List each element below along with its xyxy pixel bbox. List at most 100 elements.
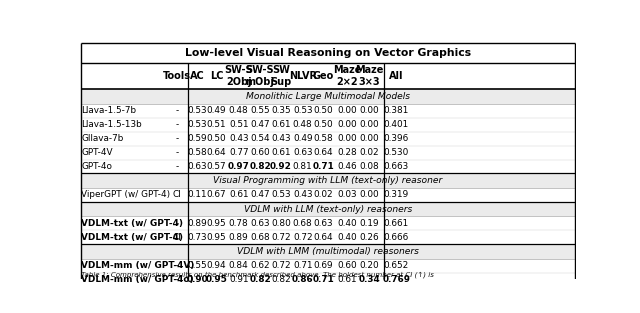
- Text: 0.82: 0.82: [249, 275, 271, 284]
- Text: 0.34: 0.34: [359, 275, 381, 284]
- Text: -: -: [175, 106, 179, 115]
- Text: 0.63: 0.63: [188, 162, 207, 171]
- Text: Maze
3×3: Maze 3×3: [355, 65, 384, 87]
- Text: VDLM-mm (w/ GPT-4o): VDLM-mm (w/ GPT-4o): [81, 275, 194, 284]
- Text: 0.48: 0.48: [293, 120, 312, 129]
- Text: GPT-4o: GPT-4o: [81, 162, 113, 171]
- Text: 0.82: 0.82: [271, 275, 291, 284]
- Text: 0.661: 0.661: [384, 219, 409, 228]
- Text: -: -: [175, 134, 179, 143]
- Text: 0.40: 0.40: [337, 233, 356, 242]
- Text: 0.50: 0.50: [314, 106, 333, 115]
- Text: 0.62: 0.62: [250, 261, 270, 270]
- Text: 0.89: 0.89: [188, 219, 207, 228]
- Text: 0.60: 0.60: [337, 261, 356, 270]
- Text: 0.48: 0.48: [229, 106, 248, 115]
- Text: 0.81: 0.81: [293, 162, 312, 171]
- Text: 0.92: 0.92: [270, 162, 292, 171]
- Text: GPT-4V: GPT-4V: [81, 148, 113, 157]
- Text: VDLM with LLM (text-only) reasoners: VDLM with LLM (text-only) reasoners: [244, 205, 412, 214]
- Text: 0.00: 0.00: [337, 106, 356, 115]
- Text: 0.73: 0.73: [188, 233, 207, 242]
- Text: 0.00: 0.00: [360, 106, 380, 115]
- Text: 0.03: 0.03: [337, 190, 356, 199]
- Text: 0.40: 0.40: [337, 219, 356, 228]
- Text: 0.69: 0.69: [314, 261, 333, 270]
- Text: 0.43: 0.43: [271, 134, 291, 143]
- Text: VDLM-txt (w/ GPT-4): VDLM-txt (w/ GPT-4): [81, 233, 184, 242]
- Text: 0.53: 0.53: [293, 106, 312, 115]
- Text: 0.396: 0.396: [384, 134, 409, 143]
- Text: 0.82: 0.82: [249, 162, 271, 171]
- Text: -: -: [175, 275, 179, 284]
- Text: 0.86: 0.86: [292, 275, 314, 284]
- Text: VDLM-txt (w/ GPT-4): VDLM-txt (w/ GPT-4): [81, 219, 184, 228]
- Text: Maze
2×2: Maze 2×2: [333, 65, 361, 87]
- Text: 0.663: 0.663: [384, 162, 409, 171]
- Text: 0.71: 0.71: [313, 275, 335, 284]
- Text: 0.84: 0.84: [229, 261, 248, 270]
- Text: 0.19: 0.19: [360, 219, 380, 228]
- Text: 0.72: 0.72: [293, 233, 312, 242]
- Text: Llava-1.5-7b: Llava-1.5-7b: [81, 106, 136, 115]
- Text: Visual Programming with LLM (text-only) reasoner: Visual Programming with LLM (text-only) …: [213, 176, 443, 185]
- Text: 0.78: 0.78: [229, 219, 248, 228]
- Text: -: -: [175, 120, 179, 129]
- Text: Geo: Geo: [313, 71, 334, 81]
- Text: 0.80: 0.80: [271, 219, 291, 228]
- Text: SW
Sup: SW Sup: [270, 65, 291, 87]
- Text: 0.46: 0.46: [337, 162, 356, 171]
- Text: SW-S
2Obj: SW-S 2Obj: [225, 65, 253, 87]
- Text: 0.00: 0.00: [360, 190, 380, 199]
- Text: 0.47: 0.47: [250, 190, 270, 199]
- Text: 0.50: 0.50: [314, 120, 333, 129]
- Text: 0.89: 0.89: [229, 233, 248, 242]
- Text: 0.94: 0.94: [207, 261, 226, 270]
- Text: 0.64: 0.64: [314, 233, 333, 242]
- Text: Low-level Visual Reasoning on Vector Graphics: Low-level Visual Reasoning on Vector Gra…: [185, 48, 471, 58]
- Text: 0.77: 0.77: [229, 148, 248, 157]
- Text: 0.64: 0.64: [207, 148, 226, 157]
- Text: 0.50: 0.50: [207, 134, 226, 143]
- Text: 0.95: 0.95: [205, 275, 227, 284]
- Text: 0.652: 0.652: [384, 261, 409, 270]
- Text: NLVR: NLVR: [289, 71, 317, 81]
- Text: -: -: [175, 162, 179, 171]
- Text: 0.43: 0.43: [293, 190, 312, 199]
- Text: CI: CI: [173, 190, 182, 199]
- Text: 0.20: 0.20: [360, 261, 380, 270]
- Text: Monolithic Large Multimodal Models: Monolithic Large Multimodal Models: [246, 92, 410, 101]
- Text: 0.68: 0.68: [293, 219, 312, 228]
- Text: 0.58: 0.58: [188, 148, 207, 157]
- Text: 0.63: 0.63: [314, 219, 333, 228]
- Text: -: -: [175, 219, 179, 228]
- Text: CI: CI: [173, 233, 182, 242]
- Text: 0.61: 0.61: [271, 120, 291, 129]
- Text: 0.60: 0.60: [250, 148, 270, 157]
- Text: 0.26: 0.26: [360, 233, 380, 242]
- Text: 0.49: 0.49: [207, 106, 226, 115]
- Text: 0.64: 0.64: [314, 148, 333, 157]
- Text: 0.53: 0.53: [271, 190, 291, 199]
- Text: 0.72: 0.72: [271, 233, 291, 242]
- Text: All: All: [389, 71, 404, 81]
- Text: 0.91: 0.91: [229, 275, 248, 284]
- Text: 0.95: 0.95: [207, 233, 226, 242]
- Text: 0.28: 0.28: [337, 148, 356, 157]
- Text: 0.401: 0.401: [384, 120, 409, 129]
- Text: 0.90: 0.90: [187, 275, 209, 284]
- Text: 0.53: 0.53: [188, 106, 207, 115]
- Text: 0.59: 0.59: [188, 134, 207, 143]
- Text: 0.57: 0.57: [207, 162, 226, 171]
- Text: 0.00: 0.00: [360, 134, 380, 143]
- Text: 0.666: 0.666: [384, 233, 409, 242]
- Text: VDLM with LMM (multimodal) reasoners: VDLM with LMM (multimodal) reasoners: [237, 247, 419, 256]
- Text: 0.08: 0.08: [360, 162, 380, 171]
- Text: SW-S
mObj: SW-S mObj: [246, 65, 275, 87]
- Bar: [81, 173, 575, 188]
- Text: 0.54: 0.54: [250, 134, 270, 143]
- Text: 0.63: 0.63: [293, 148, 312, 157]
- Text: 0.71: 0.71: [313, 162, 335, 171]
- Text: AC: AC: [190, 71, 205, 81]
- Text: 0.49: 0.49: [293, 134, 312, 143]
